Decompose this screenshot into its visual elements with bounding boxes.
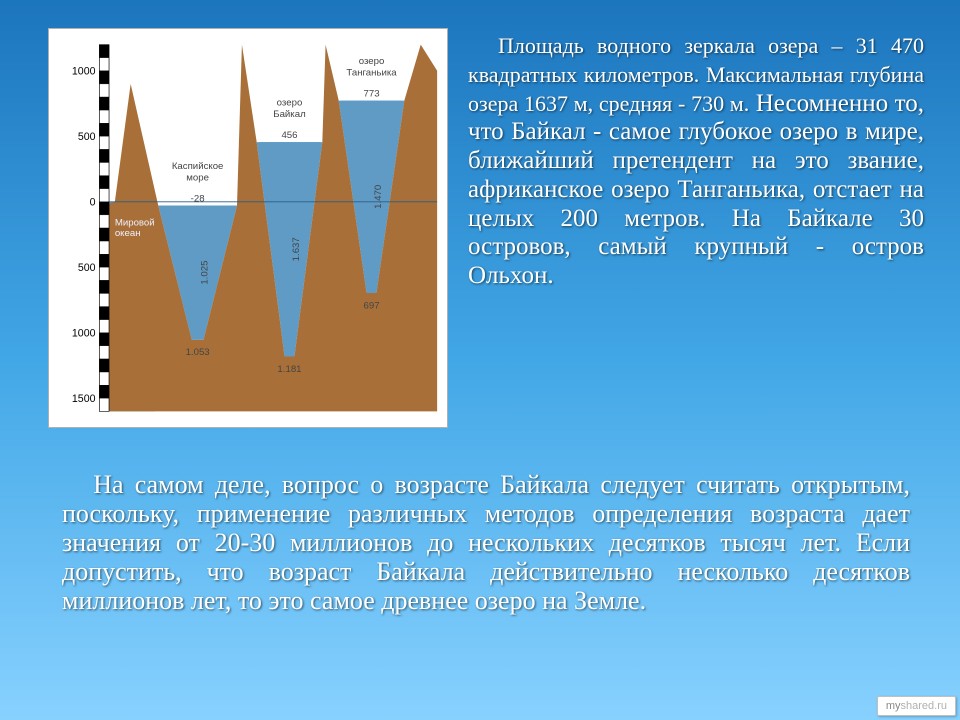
present-my: my: [886, 700, 901, 712]
slide: 1000 500 0 500 1000 1500 Мировойокеан Каспийско…: [0, 0, 960, 720]
svg-text:1500: 1500: [72, 393, 96, 405]
svg-text:озеро: озеро: [359, 56, 385, 67]
svg-text:1.637: 1.637: [291, 237, 302, 261]
svg-text:Байкал: Байкал: [273, 109, 305, 120]
present-button[interactable]: myshared.ru: [877, 696, 956, 716]
svg-text:773: 773: [363, 89, 379, 100]
top-row: 1000 500 0 500 1000 1500 Мировойокеан Каспийско…: [0, 0, 960, 428]
svg-text:500: 500: [78, 262, 96, 274]
svg-text:море: море: [186, 172, 209, 183]
chart-container: 1000 500 0 500 1000 1500 Мировойокеан Каспийско…: [48, 28, 448, 428]
svg-text:1.470: 1.470: [373, 185, 384, 209]
svg-text:океан: океан: [115, 228, 141, 239]
paragraph-top: Площадь водного зеркала озера – 31 470 к…: [468, 28, 924, 291]
svg-text:697: 697: [363, 301, 379, 312]
svg-text:500: 500: [78, 131, 96, 143]
present-shared: shared.ru: [901, 700, 947, 712]
svg-text:-28: -28: [191, 194, 205, 205]
svg-text:0: 0: [90, 197, 96, 209]
svg-text:456: 456: [281, 130, 297, 141]
svg-text:Мировой: Мировой: [115, 217, 155, 228]
svg-text:1.025: 1.025: [199, 261, 210, 285]
svg-text:Танганьика: Танганьика: [346, 67, 397, 78]
depth-chart: 1000 500 0 500 1000 1500 Мировойокеан Каспийско…: [55, 35, 441, 421]
svg-text:1000: 1000: [72, 66, 96, 78]
svg-text:озеро: озеро: [277, 97, 303, 108]
svg-text:Каспийское: Каспийское: [172, 161, 224, 172]
intro-large: Несомненно то, что Байкал - самое глубок…: [468, 90, 924, 290]
svg-text:1000: 1000: [72, 328, 96, 340]
svg-text:1.181: 1.181: [277, 364, 301, 375]
svg-text:1.053: 1.053: [186, 347, 210, 358]
paragraph-bottom: На самом деле, вопрос о возрасте Байкала…: [62, 470, 910, 616]
